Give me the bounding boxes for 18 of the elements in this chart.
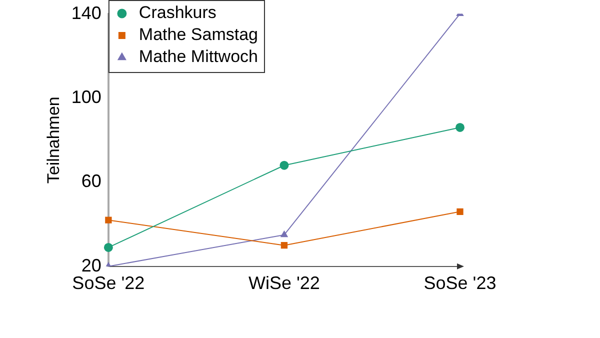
y-tick-label: 60 (81, 171, 102, 192)
x-tick-label: WiSe '22 (248, 273, 320, 294)
point (280, 160, 289, 170)
legend-label: Mathe Mittwoch (138, 47, 258, 66)
y-axis-title: Teilnahmen (44, 96, 63, 184)
x-tick-label: SoSe '23 (424, 273, 496, 294)
y-tick-label: 140 (71, 2, 102, 23)
point (280, 230, 288, 238)
y-tick-label: 20 (81, 255, 102, 276)
point (456, 208, 464, 215)
point (105, 216, 112, 224)
point (104, 242, 113, 252)
point (280, 242, 288, 249)
legend-label: Mathe Samstag (138, 25, 258, 44)
point (456, 122, 464, 132)
y-tick-label: 100 (71, 86, 102, 107)
x-tick-label: SoSe '22 (72, 273, 145, 294)
legend-label: Crashkurs (138, 3, 216, 22)
